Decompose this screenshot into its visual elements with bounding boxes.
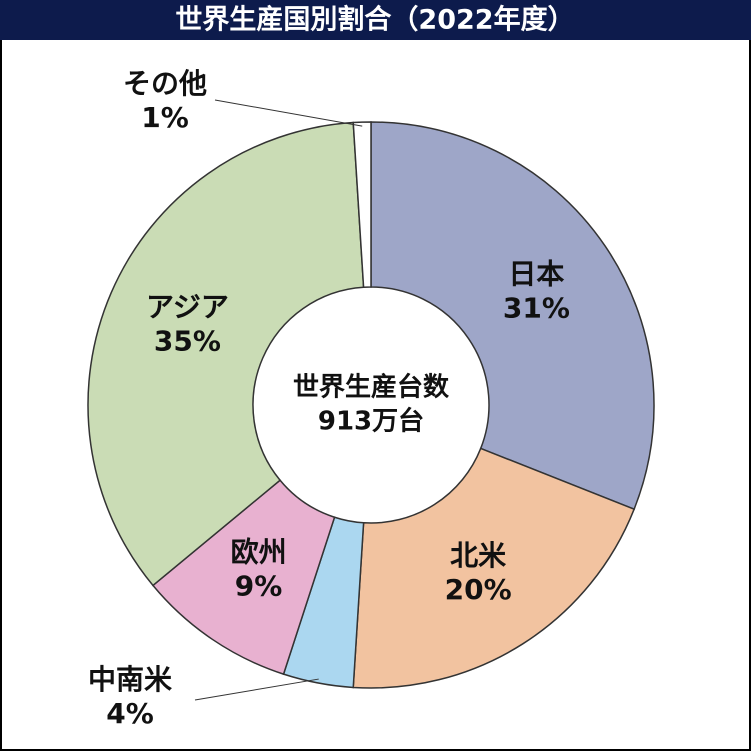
slice <box>87 121 365 587</box>
slice-label: 欧州 <box>231 535 287 568</box>
value-label: 9% <box>235 569 283 602</box>
value-label: 1% <box>141 101 189 134</box>
slice-label: 北米 <box>450 539 506 572</box>
value-label: 20% <box>445 573 512 606</box>
slice-label: 中南米 <box>88 663 172 696</box>
center-value: 913万台 <box>318 406 424 437</box>
value-label: 4% <box>106 697 154 730</box>
value-label: 31% <box>503 292 570 325</box>
slice <box>352 121 372 289</box>
title-bar <box>0 0 751 40</box>
slice-label: 日本 <box>508 258 564 291</box>
slice-label: アジア <box>146 291 229 324</box>
slice <box>352 447 636 689</box>
chart-title: 世界生産国別割合（2022年度） <box>175 4 574 36</box>
value-label: 35% <box>154 325 221 358</box>
leader-line <box>214 99 363 127</box>
slice-label: その他 <box>123 67 207 100</box>
leader-line <box>194 678 319 701</box>
slice <box>370 121 655 511</box>
center-title: 世界生産台数 <box>293 372 450 403</box>
